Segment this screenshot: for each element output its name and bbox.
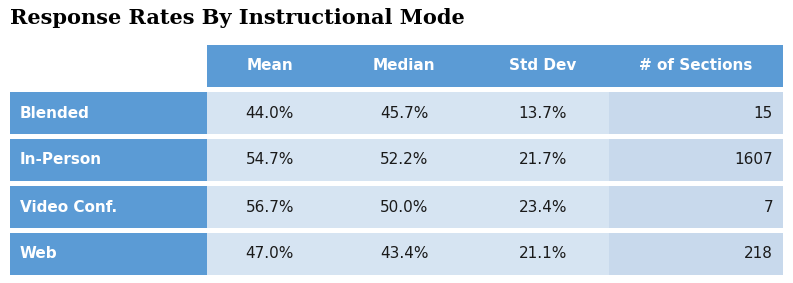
Bar <box>10 233 208 275</box>
Bar <box>609 139 783 181</box>
Text: 54.7%: 54.7% <box>246 153 294 168</box>
Text: Response Rates By Instructional Mode: Response Rates By Instructional Mode <box>10 8 465 28</box>
Bar <box>331 186 477 228</box>
Text: 21.1%: 21.1% <box>519 246 567 261</box>
Bar <box>477 139 609 181</box>
Bar <box>331 45 477 87</box>
Text: 23.4%: 23.4% <box>519 200 567 215</box>
Bar <box>477 45 609 87</box>
Text: Mean: Mean <box>247 59 293 74</box>
Bar <box>10 186 208 228</box>
Bar <box>609 233 783 275</box>
Text: 47.0%: 47.0% <box>246 246 294 261</box>
Bar <box>331 92 477 134</box>
Bar <box>609 45 783 87</box>
Bar <box>477 233 609 275</box>
Text: 52.2%: 52.2% <box>380 153 428 168</box>
Bar <box>10 139 208 181</box>
Text: 1607: 1607 <box>734 153 773 168</box>
Text: Web: Web <box>20 246 58 261</box>
Bar <box>477 186 609 228</box>
Text: In-Person: In-Person <box>20 153 102 168</box>
Bar <box>208 139 331 181</box>
Bar <box>10 45 208 87</box>
Bar <box>208 45 331 87</box>
Bar <box>331 139 477 181</box>
Bar <box>208 233 331 275</box>
Text: 218: 218 <box>744 246 773 261</box>
Text: 44.0%: 44.0% <box>246 106 294 121</box>
Text: 56.7%: 56.7% <box>245 200 294 215</box>
Text: 7: 7 <box>764 200 773 215</box>
Bar <box>609 186 783 228</box>
Text: 45.7%: 45.7% <box>380 106 428 121</box>
Text: Video Conf.: Video Conf. <box>20 200 117 215</box>
Bar <box>208 186 331 228</box>
Text: # of Sections: # of Sections <box>639 59 753 74</box>
Text: 15: 15 <box>754 106 773 121</box>
Bar <box>208 92 331 134</box>
Text: Std Dev: Std Dev <box>509 59 577 74</box>
Text: 13.7%: 13.7% <box>519 106 567 121</box>
Bar <box>609 92 783 134</box>
Text: 50.0%: 50.0% <box>380 200 428 215</box>
Bar <box>331 233 477 275</box>
Text: 21.7%: 21.7% <box>519 153 567 168</box>
Text: 43.4%: 43.4% <box>380 246 428 261</box>
Text: Blended: Blended <box>20 106 90 121</box>
Bar <box>10 92 208 134</box>
Text: Median: Median <box>373 59 435 74</box>
Bar <box>477 92 609 134</box>
